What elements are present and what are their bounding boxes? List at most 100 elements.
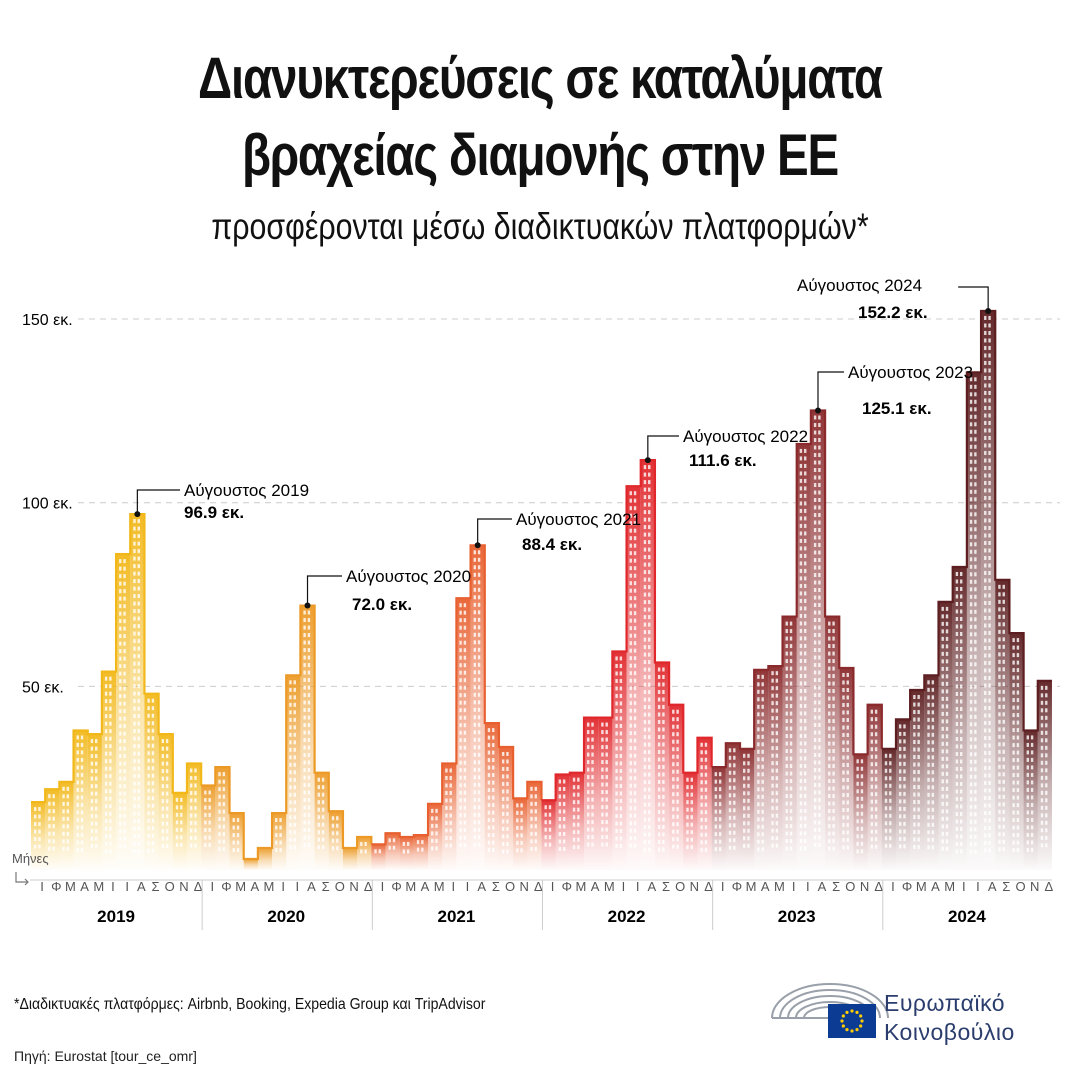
series-2021 — [371, 544, 543, 870]
bar-2024-7 — [966, 372, 982, 870]
bar-2019-11 — [172, 792, 187, 870]
month-label: Μ — [65, 879, 76, 894]
annotation-label: Αύγουστος 2022 — [683, 427, 808, 446]
bar-2024-12 — [1037, 680, 1052, 870]
month-label: Δ — [704, 879, 713, 894]
series-line-2020 — [201, 604, 373, 861]
month-label: Δ — [1045, 879, 1054, 894]
month-label: Σ — [152, 879, 160, 894]
month-label: Ι — [792, 879, 796, 894]
month-label: Ι — [466, 879, 470, 894]
bar-2019-8 — [130, 514, 145, 870]
series-line-2024 — [881, 309, 1052, 750]
month-label: Μ — [916, 879, 927, 894]
chart-title-line2: βραχείας διαμονής στην ΕΕ — [241, 123, 839, 188]
annotation-label: Αύγουστος 2019 — [184, 481, 309, 500]
annotation-value: 111.6 εκ. — [689, 451, 757, 470]
month-label: Δ — [874, 879, 883, 894]
month-label: Μ — [576, 879, 587, 894]
eu-flag-icon — [828, 1004, 876, 1038]
bar-2023-5 — [768, 666, 783, 870]
x-axis-title: Μήνες — [12, 851, 49, 866]
series-line-2022 — [541, 458, 713, 802]
bar-2019-1 — [31, 802, 46, 870]
month-label: Ο — [845, 879, 855, 894]
month-label: Φ — [902, 879, 912, 894]
month-label: Ο — [165, 879, 175, 894]
y-tick-label: 150 εκ. — [22, 312, 73, 329]
bar-2023-8 — [810, 410, 826, 870]
month-label: Α — [80, 879, 89, 894]
bar-2023-12 — [867, 704, 882, 870]
bar-2023-7 — [796, 443, 811, 870]
bar-2023-2 — [725, 743, 740, 870]
month-label: Α — [647, 879, 656, 894]
bar-2020-1 — [201, 785, 216, 870]
month-label: Μ — [746, 879, 757, 894]
month-label: Μ — [774, 879, 785, 894]
year-label: 2021 — [437, 907, 475, 926]
month-label: Ι — [806, 879, 810, 894]
bar-2024-1 — [881, 748, 896, 870]
month-label: Σ — [492, 879, 500, 894]
bar-2021-5 — [428, 803, 443, 870]
bar-2022-3 — [569, 772, 585, 870]
chart-subtitle: προσφέρονται μέσω διαδικτυακών πλατφορμώ… — [211, 206, 869, 247]
annotation-label: Αύγουστος 2021 — [516, 510, 641, 529]
month-label: Μ — [944, 879, 955, 894]
annotation-label: Αύγουστος 2023 — [848, 363, 973, 382]
year-label: 2023 — [778, 907, 816, 926]
annotation-label: Αύγουστος 2024 — [797, 276, 922, 295]
bar-2022-2 — [555, 774, 570, 870]
month-label: Ι — [40, 879, 44, 894]
month-label: Ι — [622, 879, 626, 894]
month-label: Μ — [93, 879, 104, 894]
month-label: Ι — [296, 879, 300, 894]
month-label: Φ — [51, 879, 61, 894]
series-2024 — [881, 309, 1052, 871]
series-2020 — [201, 604, 373, 870]
bar-2023-6 — [782, 616, 797, 870]
annotation-value: 72.0 εκ. — [352, 595, 412, 614]
month-label: Ι — [210, 879, 214, 894]
bar-2023-10 — [839, 667, 854, 870]
bar-2021-12 — [527, 781, 542, 870]
annotation-value: 125.1 εκ. — [862, 399, 932, 418]
bar-2024-8 — [981, 310, 996, 871]
month-label: Δ — [534, 879, 543, 894]
month-label: Ι — [111, 879, 115, 894]
month-label: Ι — [381, 879, 385, 894]
y-tick-label: 50 εκ. — [22, 679, 64, 696]
month-label: Φ — [562, 879, 572, 894]
bar-2020-3 — [229, 813, 244, 870]
bar-2024-3 — [910, 690, 925, 870]
series-line-2023 — [711, 409, 883, 769]
bar-2020-7 — [286, 675, 301, 870]
month-label: Ν — [520, 879, 529, 894]
y-tick-label: 100 εκ. — [22, 496, 73, 513]
month-label: Μ — [235, 879, 246, 894]
month-label: Ο — [505, 879, 515, 894]
bar-2021-3 — [399, 836, 414, 870]
bar-2022-4 — [584, 717, 599, 870]
bar-2022-6 — [612, 651, 627, 870]
bar-2022-1 — [541, 800, 556, 870]
bar-2019-7 — [116, 554, 131, 870]
year-label: 2022 — [608, 907, 646, 926]
bar-2022-8 — [640, 460, 655, 870]
bar-2024-4 — [924, 675, 939, 870]
logo-text-line1: Ευρωπαϊκό — [884, 990, 1006, 1016]
bar-2023-11 — [853, 754, 868, 870]
month-label: Α — [250, 879, 259, 894]
year-label: 2019 — [97, 907, 135, 926]
month-label: Α — [477, 879, 486, 894]
bar-2021-1 — [371, 844, 386, 870]
month-label: Α — [931, 879, 940, 894]
month-label: Α — [137, 879, 146, 894]
bar-2019-10 — [158, 734, 173, 870]
bar-2020-12 — [357, 836, 372, 870]
bar-2020-4 — [243, 858, 258, 870]
month-label: Σ — [322, 879, 330, 894]
bar-2022-5 — [598, 717, 613, 870]
month-label: Σ — [1002, 879, 1010, 894]
